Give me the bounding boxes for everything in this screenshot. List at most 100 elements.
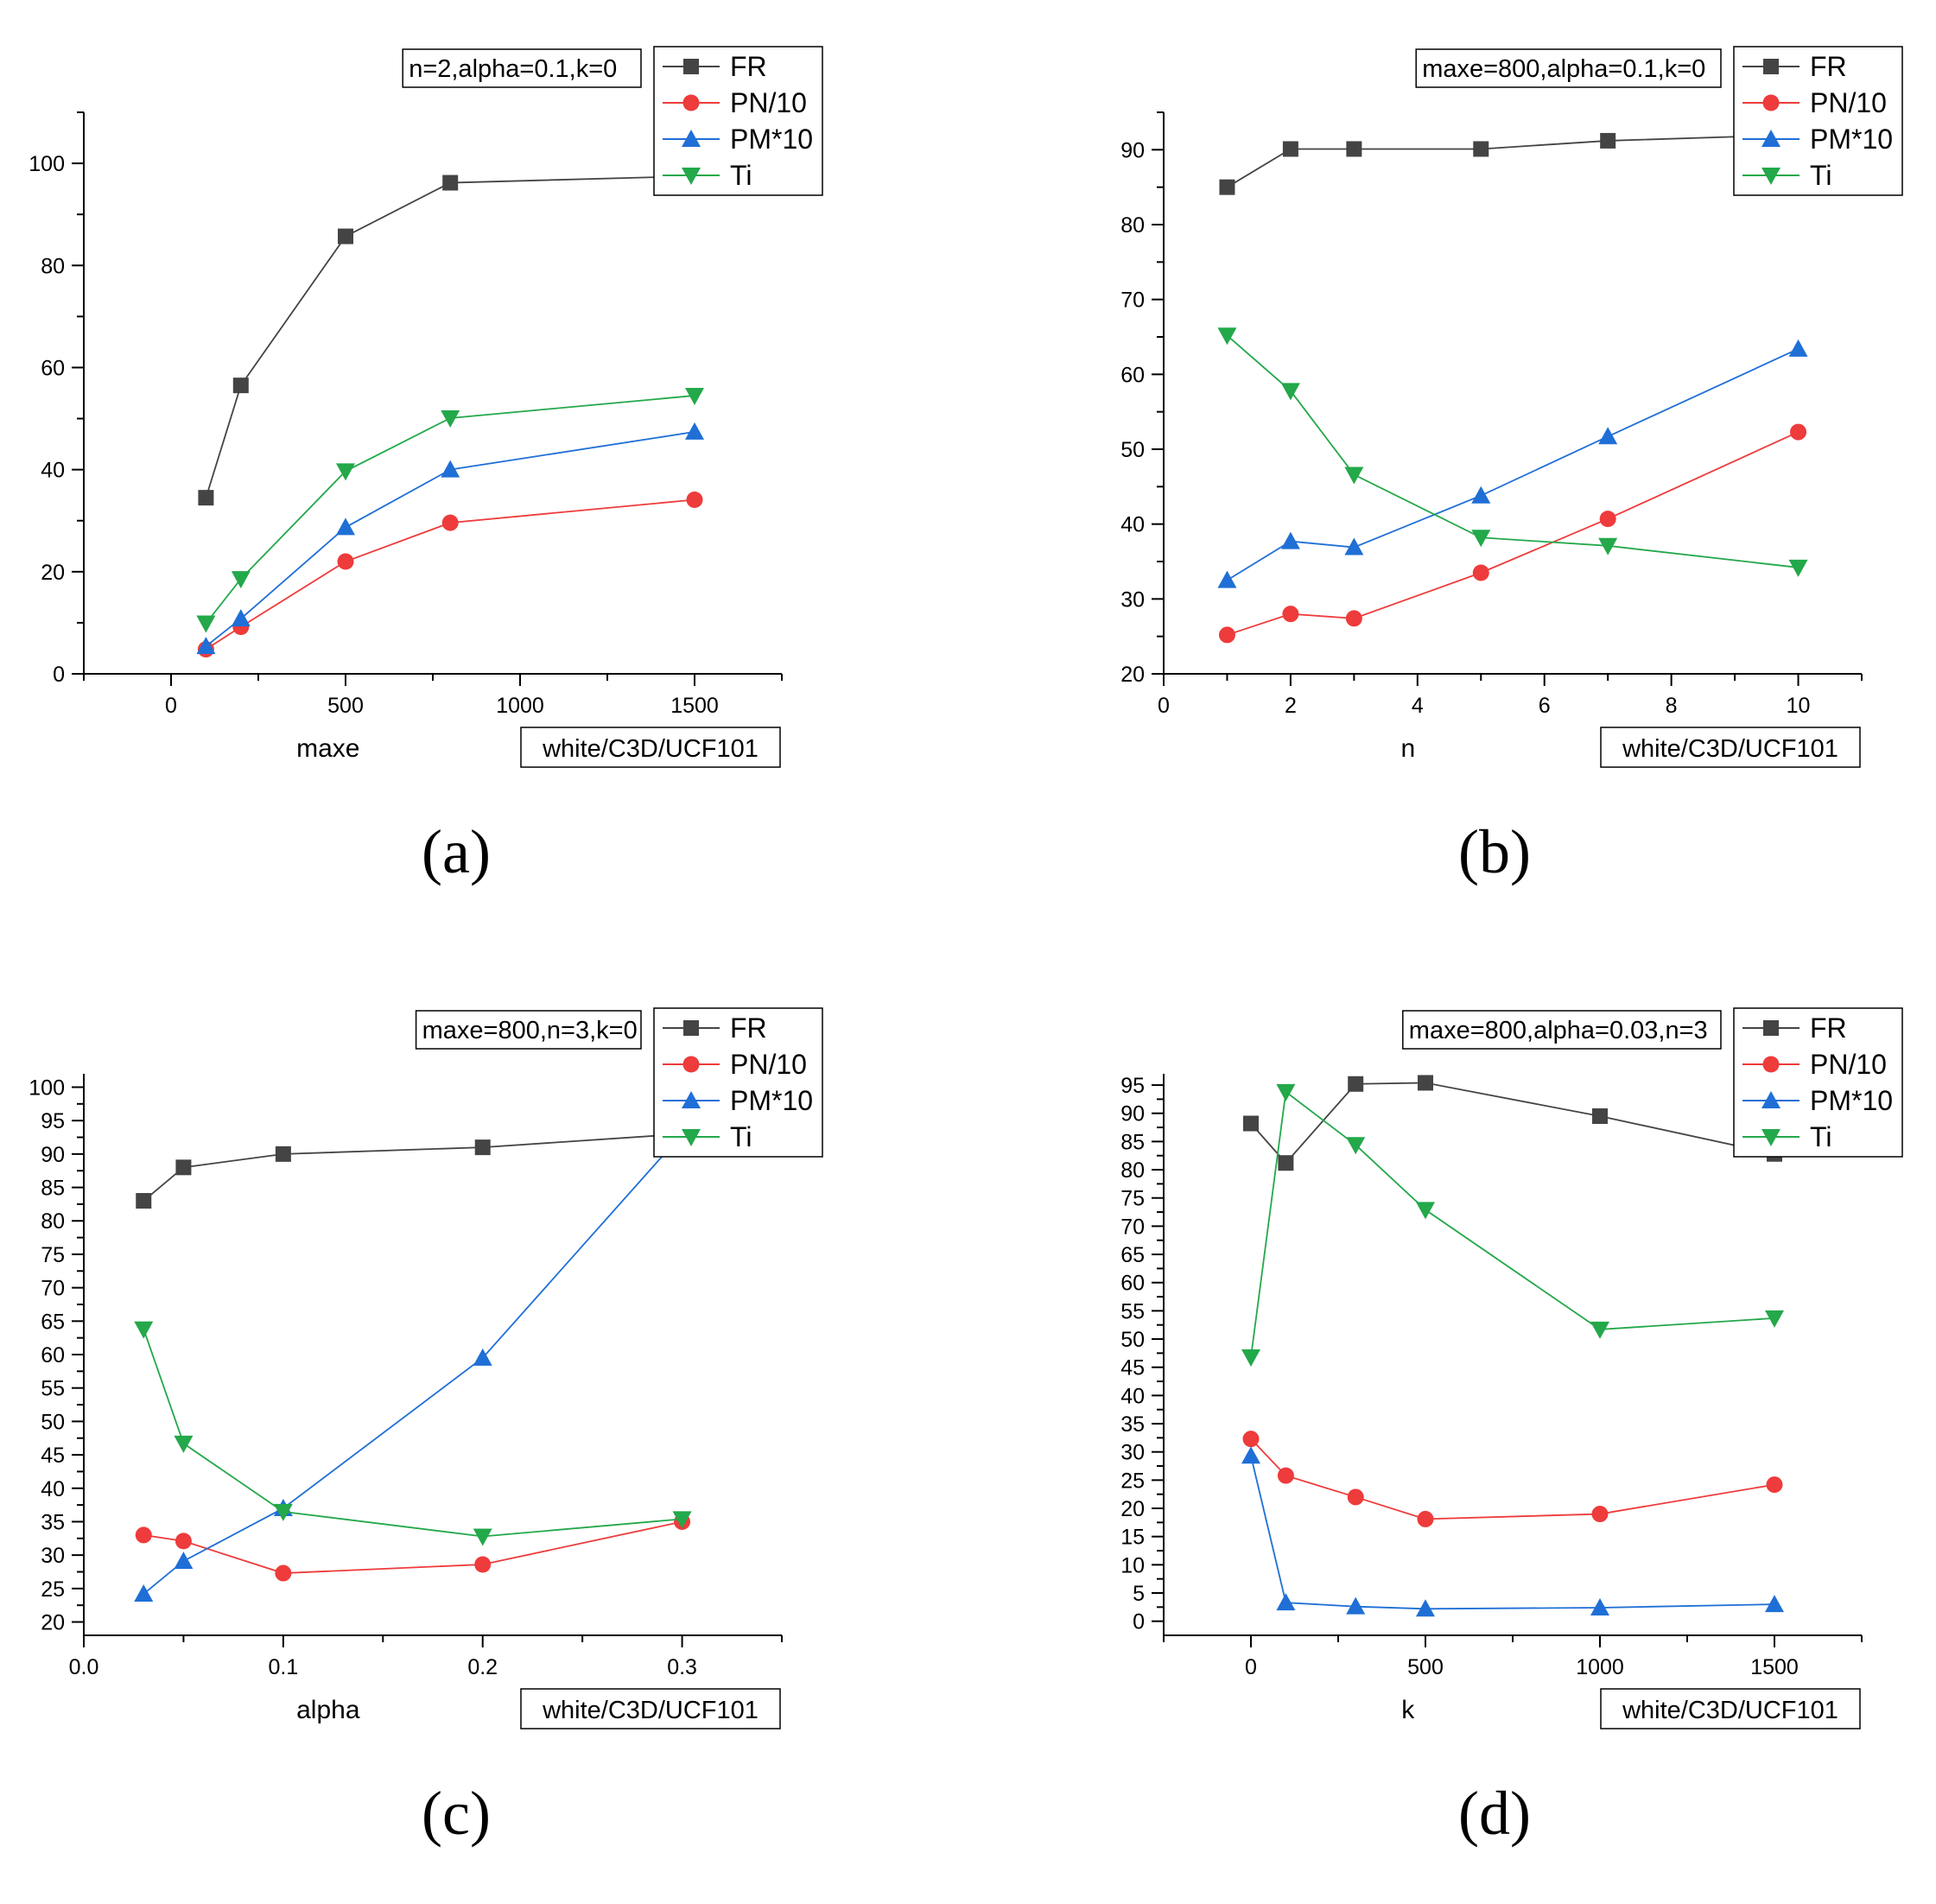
data-point (336, 463, 355, 481)
x-tick-label: 0 (1158, 694, 1170, 718)
y-tick-label: 85 (1120, 1130, 1145, 1154)
y-tick-label: 25 (1120, 1469, 1145, 1493)
data-point (1217, 327, 1237, 346)
data-point (474, 1556, 492, 1573)
data-point (134, 1584, 154, 1603)
y-tick-label: 85 (41, 1177, 65, 1201)
x-tick-label: 500 (1407, 1655, 1444, 1679)
params-box (402, 48, 642, 88)
data-point (1590, 1321, 1609, 1339)
legend-marker (682, 168, 701, 185)
y-tick-label: 20 (41, 561, 65, 585)
data-point (338, 228, 353, 244)
series-pn-10 (1242, 1431, 1783, 1527)
y-tick-label: 60 (1120, 1272, 1145, 1296)
params-text: maxe=800,alpha=0.03,n=3 (1409, 1017, 1708, 1044)
legend-marker (682, 94, 700, 111)
panel-label: (a) (422, 817, 491, 886)
data-point (1418, 1075, 1433, 1091)
data-point (1219, 179, 1235, 195)
x-tick-label: 2 (1285, 694, 1297, 718)
y-tick-label: 20 (1120, 663, 1145, 687)
params-text: maxe=800,alpha=0.1,k=0 (1422, 55, 1705, 83)
params-box (415, 1010, 642, 1050)
dataset-text: white/C3D/UCF101 (542, 1697, 759, 1724)
data-point (196, 637, 216, 655)
panel-label: (d) (1458, 1779, 1531, 1848)
series-ti (196, 387, 704, 633)
data-point (136, 1193, 152, 1209)
data-point (1346, 1137, 1366, 1155)
params-box (1415, 48, 1722, 88)
y-tick-label: 50 (1120, 438, 1145, 462)
y-tick-label: 60 (1120, 363, 1145, 387)
data-point (1590, 1597, 1609, 1615)
data-point (1280, 531, 1300, 549)
data-point (1276, 1083, 1296, 1101)
x-axis-title: alpha (296, 1696, 360, 1724)
legend-box (653, 1007, 823, 1158)
legend-marker (683, 1020, 699, 1036)
chart-panel-2: 0 2 4 6 8 10 20 30 40 50 60 70 80 90 maxe=800,alpha=0.… (1120, 46, 1903, 886)
legend-label: PN/10 (1810, 87, 1887, 118)
y-tick-label: 40 (1120, 513, 1145, 537)
series-pn-10 (1218, 423, 1807, 644)
data-point (1790, 423, 1807, 441)
params-text: maxe=800,n=3,k=0 (422, 1017, 638, 1044)
y-tick-label: 55 (1120, 1299, 1145, 1323)
y-tick-label: 80 (1120, 1158, 1145, 1183)
y-tick-label: 100 (29, 152, 65, 176)
data-point (686, 492, 703, 508)
series-line (1226, 348, 1799, 581)
data-point (685, 422, 704, 440)
legend-label: PN/10 (730, 87, 807, 118)
data-point (473, 1348, 492, 1366)
data-point (1345, 610, 1362, 627)
params-text: n=2,alpha=0.1,k=0 (409, 55, 617, 83)
y-tick-label: 80 (41, 254, 65, 278)
data-point (441, 409, 460, 428)
legend-label: PM*10 (1810, 1085, 1893, 1116)
data-point (442, 175, 459, 191)
legend-marker (1761, 1129, 1780, 1146)
dataset-text: white/C3D/UCF101 (1622, 1697, 1838, 1724)
y-tick-label: 20 (41, 1611, 65, 1635)
data-point (231, 571, 251, 589)
data-point (198, 490, 214, 506)
legend-label: FR (1810, 1012, 1847, 1044)
data-point (1473, 141, 1489, 157)
legend: FR PN/10 PM*10 Ti (1733, 1007, 1903, 1158)
series-line (1226, 334, 1799, 568)
x-axis-title: k (1401, 1696, 1415, 1724)
data-point (1346, 141, 1362, 157)
x-axis-title: maxe (296, 734, 359, 763)
y-tick-label: 10 (1120, 1553, 1145, 1577)
series-ti (1241, 1083, 1784, 1367)
data-point (1765, 1595, 1784, 1613)
y-tick-label: 40 (41, 459, 65, 483)
x-tick-label: 0 (165, 694, 177, 718)
y-tick-label: 50 (41, 1410, 65, 1434)
x-axis-title: n (1400, 734, 1415, 763)
x-tick-label: 1500 (1750, 1655, 1799, 1679)
legend-marker (1762, 94, 1780, 111)
data-point (231, 609, 251, 627)
data-point (1347, 1488, 1364, 1506)
dataset-text: white/C3D/UCF101 (542, 735, 759, 763)
legend-label: PN/10 (1810, 1049, 1887, 1080)
y-tick-label: 90 (1120, 1102, 1145, 1127)
legend: FR PN/10 PM*10 Ti (653, 46, 823, 196)
data-point (1348, 1076, 1364, 1092)
data-point (273, 1503, 293, 1521)
data-point (174, 1552, 194, 1570)
data-point (1280, 383, 1300, 401)
data-point (1765, 1310, 1784, 1328)
data-point (1471, 486, 1491, 504)
legend-label: Ti (730, 160, 752, 191)
legend-label: PM*10 (730, 1085, 813, 1116)
data-point (1218, 626, 1235, 644)
series-pm-10 (196, 422, 704, 655)
y-tick-label: 35 (41, 1510, 65, 1534)
x-tick-label: 1000 (1576, 1655, 1624, 1679)
data-point (196, 615, 216, 633)
